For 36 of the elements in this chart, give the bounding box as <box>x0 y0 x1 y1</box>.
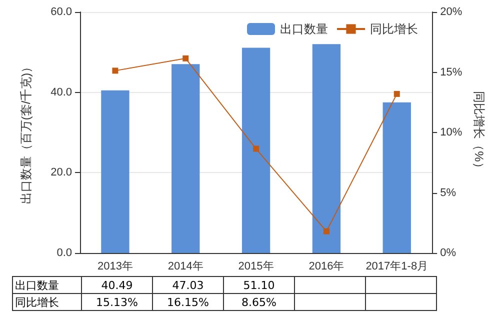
point <box>182 55 189 62</box>
text: 同比增长 <box>15 296 59 308</box>
y-tick-label: 0.0 <box>56 247 72 259</box>
x-tick-label: 2015年 <box>238 260 274 272</box>
data-label: 40.49 <box>82 276 152 294</box>
y2-tick-label: 5% <box>440 186 456 199</box>
data-label: 8.65% <box>224 294 294 310</box>
y-tick-label: 40.0 <box>50 86 72 98</box>
x-tick-label: 2014年 <box>168 260 204 272</box>
y-tick-label: 20.0 <box>50 166 72 179</box>
data-label: 16.15% <box>152 294 224 310</box>
y2-tick-label: 10% <box>440 126 462 138</box>
data-label: 47.03 <box>152 276 224 294</box>
point <box>112 68 118 74</box>
x-tick-label: 2017年1-8月 <box>366 260 428 272</box>
bar <box>242 48 270 253</box>
y-axis-title: 出口数量（百万(套/千克)） <box>19 60 33 204</box>
bar <box>101 90 130 253</box>
x-tick-label: 2013年 <box>97 260 133 272</box>
point <box>323 228 330 234</box>
text: 出口数量 <box>15 278 59 292</box>
y-tick-label: 60.0 <box>50 6 72 18</box>
y2-tick-label: 15% <box>440 66 462 78</box>
data-label: 51.10 <box>224 276 294 294</box>
bar <box>172 64 200 253</box>
bar <box>312 44 341 253</box>
point <box>394 90 400 97</box>
bar <box>382 102 411 253</box>
x-tick-label: 2016年 <box>308 260 344 272</box>
legend-label: 同比增长 <box>370 22 418 36</box>
point <box>253 146 260 152</box>
data-label: 15.13% <box>82 294 152 310</box>
y2-tick-label: 0% <box>440 247 456 259</box>
y2-axis-title: 同比增长（%） <box>472 91 486 174</box>
y2-tick-label: 20% <box>440 6 462 18</box>
legend-label: 出口数量 <box>280 22 328 36</box>
